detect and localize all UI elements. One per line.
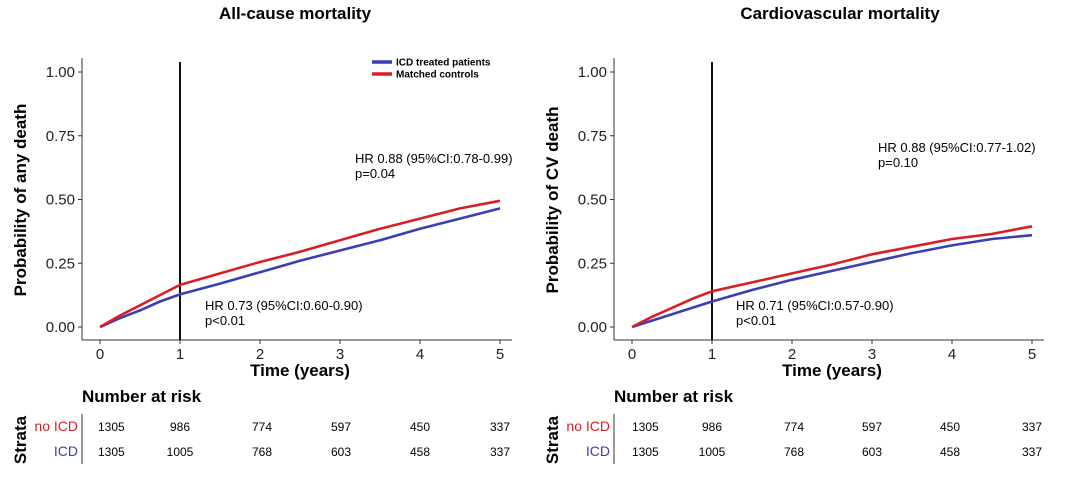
x-tick-label: 5: [496, 346, 504, 363]
y-tick-label: 0.00: [46, 319, 75, 336]
risk-count: 1005: [699, 445, 726, 459]
risk-count: 450: [410, 420, 430, 434]
x-tick-label: 4: [948, 346, 956, 363]
panel-2: Cardiovascular mortality 0.00 0.25 0.50 0.75…: [543, 4, 1044, 464]
panel-1: All-cause mortality 0.00 0.25 0.50 0.75 1.00 0…: [11, 4, 513, 464]
strata-label-icd: ICD: [54, 443, 78, 459]
p-value-annotation: p=0.04: [355, 166, 395, 181]
x-tick-label: 5: [1028, 346, 1036, 363]
x-tick-label: 2: [788, 346, 796, 363]
x-tick-label: 4: [416, 346, 424, 363]
icd-series-line: [99, 207, 501, 329]
strata-title: Strata: [543, 415, 562, 464]
x-tick-label: 2: [256, 346, 264, 363]
x-axis-title: Time (years): [782, 361, 882, 380]
risk-count: 337: [490, 420, 510, 434]
chart-title: Cardiovascular mortality: [740, 4, 940, 23]
hr-annotation: HR 0.73 (95%CI:0.60-0.90): [205, 298, 363, 313]
hr-annotation: HR 0.88 (95%CI:0.77-1.02): [878, 140, 1036, 155]
risk-count: 1305: [98, 420, 125, 434]
y-tick-label: 0.75: [46, 128, 75, 145]
hr-annotation: HR 0.88 (95%CI:0.78-0.99): [355, 151, 513, 166]
risk-count: 1005: [167, 445, 194, 459]
strata-title: Strata: [11, 415, 30, 464]
risk-count: 768: [784, 445, 804, 459]
risk-count: 1305: [98, 445, 125, 459]
risk-count: 986: [170, 420, 190, 434]
x-tick-label: 3: [336, 346, 344, 363]
legend-entry: ICD treated patients: [396, 58, 491, 69]
y-tick-label: 0.50: [578, 192, 607, 209]
strata-label-no-icd: no ICD: [566, 418, 610, 434]
y-tick-label: 0.25: [578, 255, 607, 272]
x-tick-label: 3: [868, 346, 876, 363]
x-tick-label: 0: [628, 346, 636, 363]
risk-count: 768: [252, 445, 272, 459]
risk-count: 603: [331, 445, 351, 459]
risk-count: 774: [784, 420, 804, 434]
risk-count: 337: [1022, 420, 1042, 434]
x-tick-label: 1: [176, 346, 184, 363]
y-tick-label: 0.50: [46, 192, 75, 209]
y-tick-label: 0.00: [578, 319, 607, 336]
hr-annotation: HR 0.71 (95%CI:0.57-0.90): [736, 298, 894, 313]
risk-count: 1305: [632, 445, 659, 459]
p-value-annotation: p<0.01: [205, 313, 245, 328]
risk-count: 774: [252, 420, 272, 434]
p-value-annotation: p<0.01: [736, 313, 776, 328]
strata-label-icd: ICD: [586, 443, 610, 459]
y-axis-title: Probability of CV death: [543, 106, 562, 293]
chart-title: All-cause mortality: [219, 4, 372, 23]
risk-count: 450: [940, 420, 960, 434]
risk-count: 597: [862, 420, 882, 434]
risk-count: 986: [702, 420, 722, 434]
risk-count: 1305: [632, 420, 659, 434]
risk-count: 597: [331, 420, 351, 434]
y-tick-label: 0.75: [578, 128, 607, 145]
control-series-line: [631, 225, 1033, 329]
risk-table-title: Number at risk: [614, 387, 734, 406]
x-tick-label: 0: [96, 346, 104, 363]
p-value-annotation: p=0.10: [878, 155, 918, 170]
y-axis-title: Probability of any death: [11, 104, 30, 297]
y-tick-label: 1.00: [46, 64, 75, 81]
risk-count: 337: [490, 445, 510, 459]
icd-series-line: [631, 233, 1033, 329]
risk-count: 458: [410, 445, 430, 459]
x-axis-title: Time (years): [250, 361, 350, 380]
control-series-line: [99, 199, 501, 329]
risk-count: 337: [1022, 445, 1042, 459]
risk-count: 603: [862, 445, 882, 459]
risk-count: 458: [940, 445, 960, 459]
x-tick-label: 1: [708, 346, 716, 363]
legend-entry: Matched controls: [396, 70, 479, 81]
risk-table-title: Number at risk: [82, 387, 202, 406]
y-tick-label: 1.00: [578, 64, 607, 81]
y-tick-label: 0.25: [46, 255, 75, 272]
strata-label-no-icd: no ICD: [34, 418, 78, 434]
